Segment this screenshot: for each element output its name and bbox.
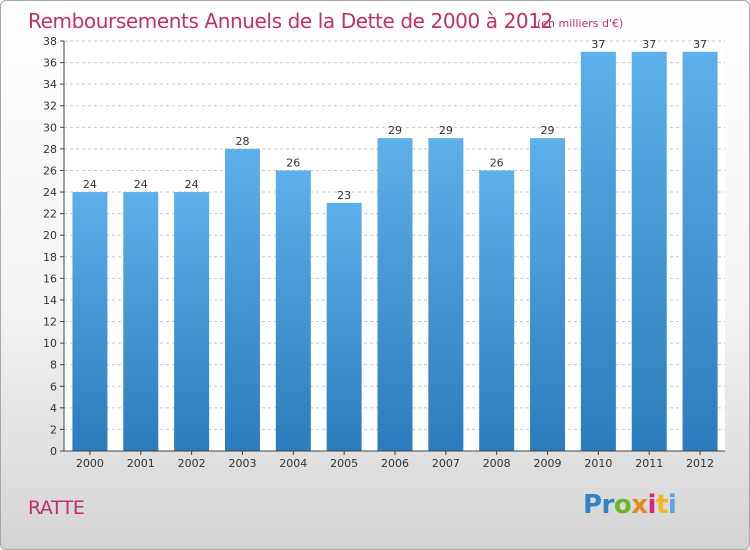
- bar: [326, 202, 362, 451]
- bar: [72, 192, 108, 452]
- y-tick-label: 8: [50, 359, 57, 372]
- data-label: 37: [642, 38, 656, 51]
- axes: [60, 40, 725, 455]
- x-tick-label: 2008: [483, 457, 511, 470]
- data-label: 29: [439, 124, 453, 137]
- bar: [224, 148, 260, 452]
- data-label: 24: [134, 178, 148, 191]
- x-tick-label: 2011: [635, 457, 663, 470]
- x-tick-label: 2009: [534, 457, 562, 470]
- data-label: 28: [235, 135, 249, 148]
- x-tick-label: 2001: [127, 457, 155, 470]
- x-tick-label: 2000: [76, 457, 104, 470]
- y-tick-label: 34: [43, 78, 57, 91]
- y-tick-label: 14: [43, 294, 57, 307]
- y-tick-label: 6: [50, 380, 57, 393]
- y-tick-label: 16: [43, 272, 57, 285]
- x-tick-label: 2010: [584, 457, 612, 470]
- bar: [123, 192, 159, 452]
- bar: [377, 138, 413, 451]
- bar: [530, 138, 566, 451]
- bar: [580, 51, 616, 451]
- y-tick-label: 32: [43, 100, 57, 113]
- y-tick-label: 36: [43, 57, 57, 70]
- logo-part: t: [655, 490, 668, 520]
- commune-name: RATTE: [28, 497, 85, 519]
- x-tick-label: 2002: [178, 457, 206, 470]
- data-labels: 24 24 24 28 26 23 29 29 26 29 37 37 37: [83, 38, 707, 202]
- data-label: 24: [83, 178, 97, 191]
- proxiti-logo: Proxiti: [583, 490, 677, 520]
- logo-part: Pr: [583, 490, 614, 520]
- data-label: 26: [490, 156, 504, 169]
- y-tick-label: 20: [43, 229, 57, 242]
- bars: [72, 51, 718, 452]
- y-tick-label: 4: [50, 402, 57, 415]
- y-tick-label: 12: [43, 316, 57, 329]
- x-tick-label: 2007: [432, 457, 460, 470]
- bar: [479, 170, 515, 451]
- x-tick-label: 2005: [330, 457, 358, 470]
- x-tick-labels: 2000 2001 2002 2003 2004 2005 2006 2007 2008 2009…: [76, 457, 714, 470]
- data-label: 37: [591, 38, 605, 51]
- chart-subtitle: (en milliers d'€): [537, 17, 624, 30]
- data-label: 37: [693, 38, 707, 51]
- y-tick-label: 22: [43, 208, 57, 221]
- logo-part: x: [631, 490, 648, 520]
- data-label: 26: [286, 156, 300, 169]
- x-tick-label: 2003: [228, 457, 256, 470]
- y-tick-label: 28: [43, 143, 57, 156]
- bar: [275, 170, 311, 451]
- x-tick-label: 2006: [381, 457, 409, 470]
- y-tick-label: 38: [43, 35, 57, 48]
- y-tick-label: 26: [43, 164, 57, 177]
- y-tick-label: 2: [50, 423, 57, 436]
- y-tick-label: 24: [43, 186, 57, 199]
- logo-part: o: [613, 490, 632, 520]
- y-tick-label: 30: [43, 121, 57, 134]
- y-tick-label: 0: [50, 445, 57, 458]
- data-label: 29: [541, 124, 555, 137]
- data-label: 24: [185, 178, 199, 191]
- bar: [428, 138, 464, 451]
- y-tick-label: 10: [43, 337, 57, 350]
- x-tick-label: 2012: [686, 457, 714, 470]
- y-tick-label: 18: [43, 251, 57, 264]
- bar: [174, 192, 210, 452]
- chart-title: Remboursements Annuels de la Dette de 20…: [28, 9, 553, 33]
- logo-part: i: [667, 490, 677, 520]
- data-label: 29: [388, 124, 402, 137]
- data-label: 23: [337, 189, 351, 202]
- logo-part: i: [647, 490, 657, 520]
- bar: [682, 51, 718, 451]
- bar: [631, 51, 667, 451]
- x-tick-label: 2004: [279, 457, 307, 470]
